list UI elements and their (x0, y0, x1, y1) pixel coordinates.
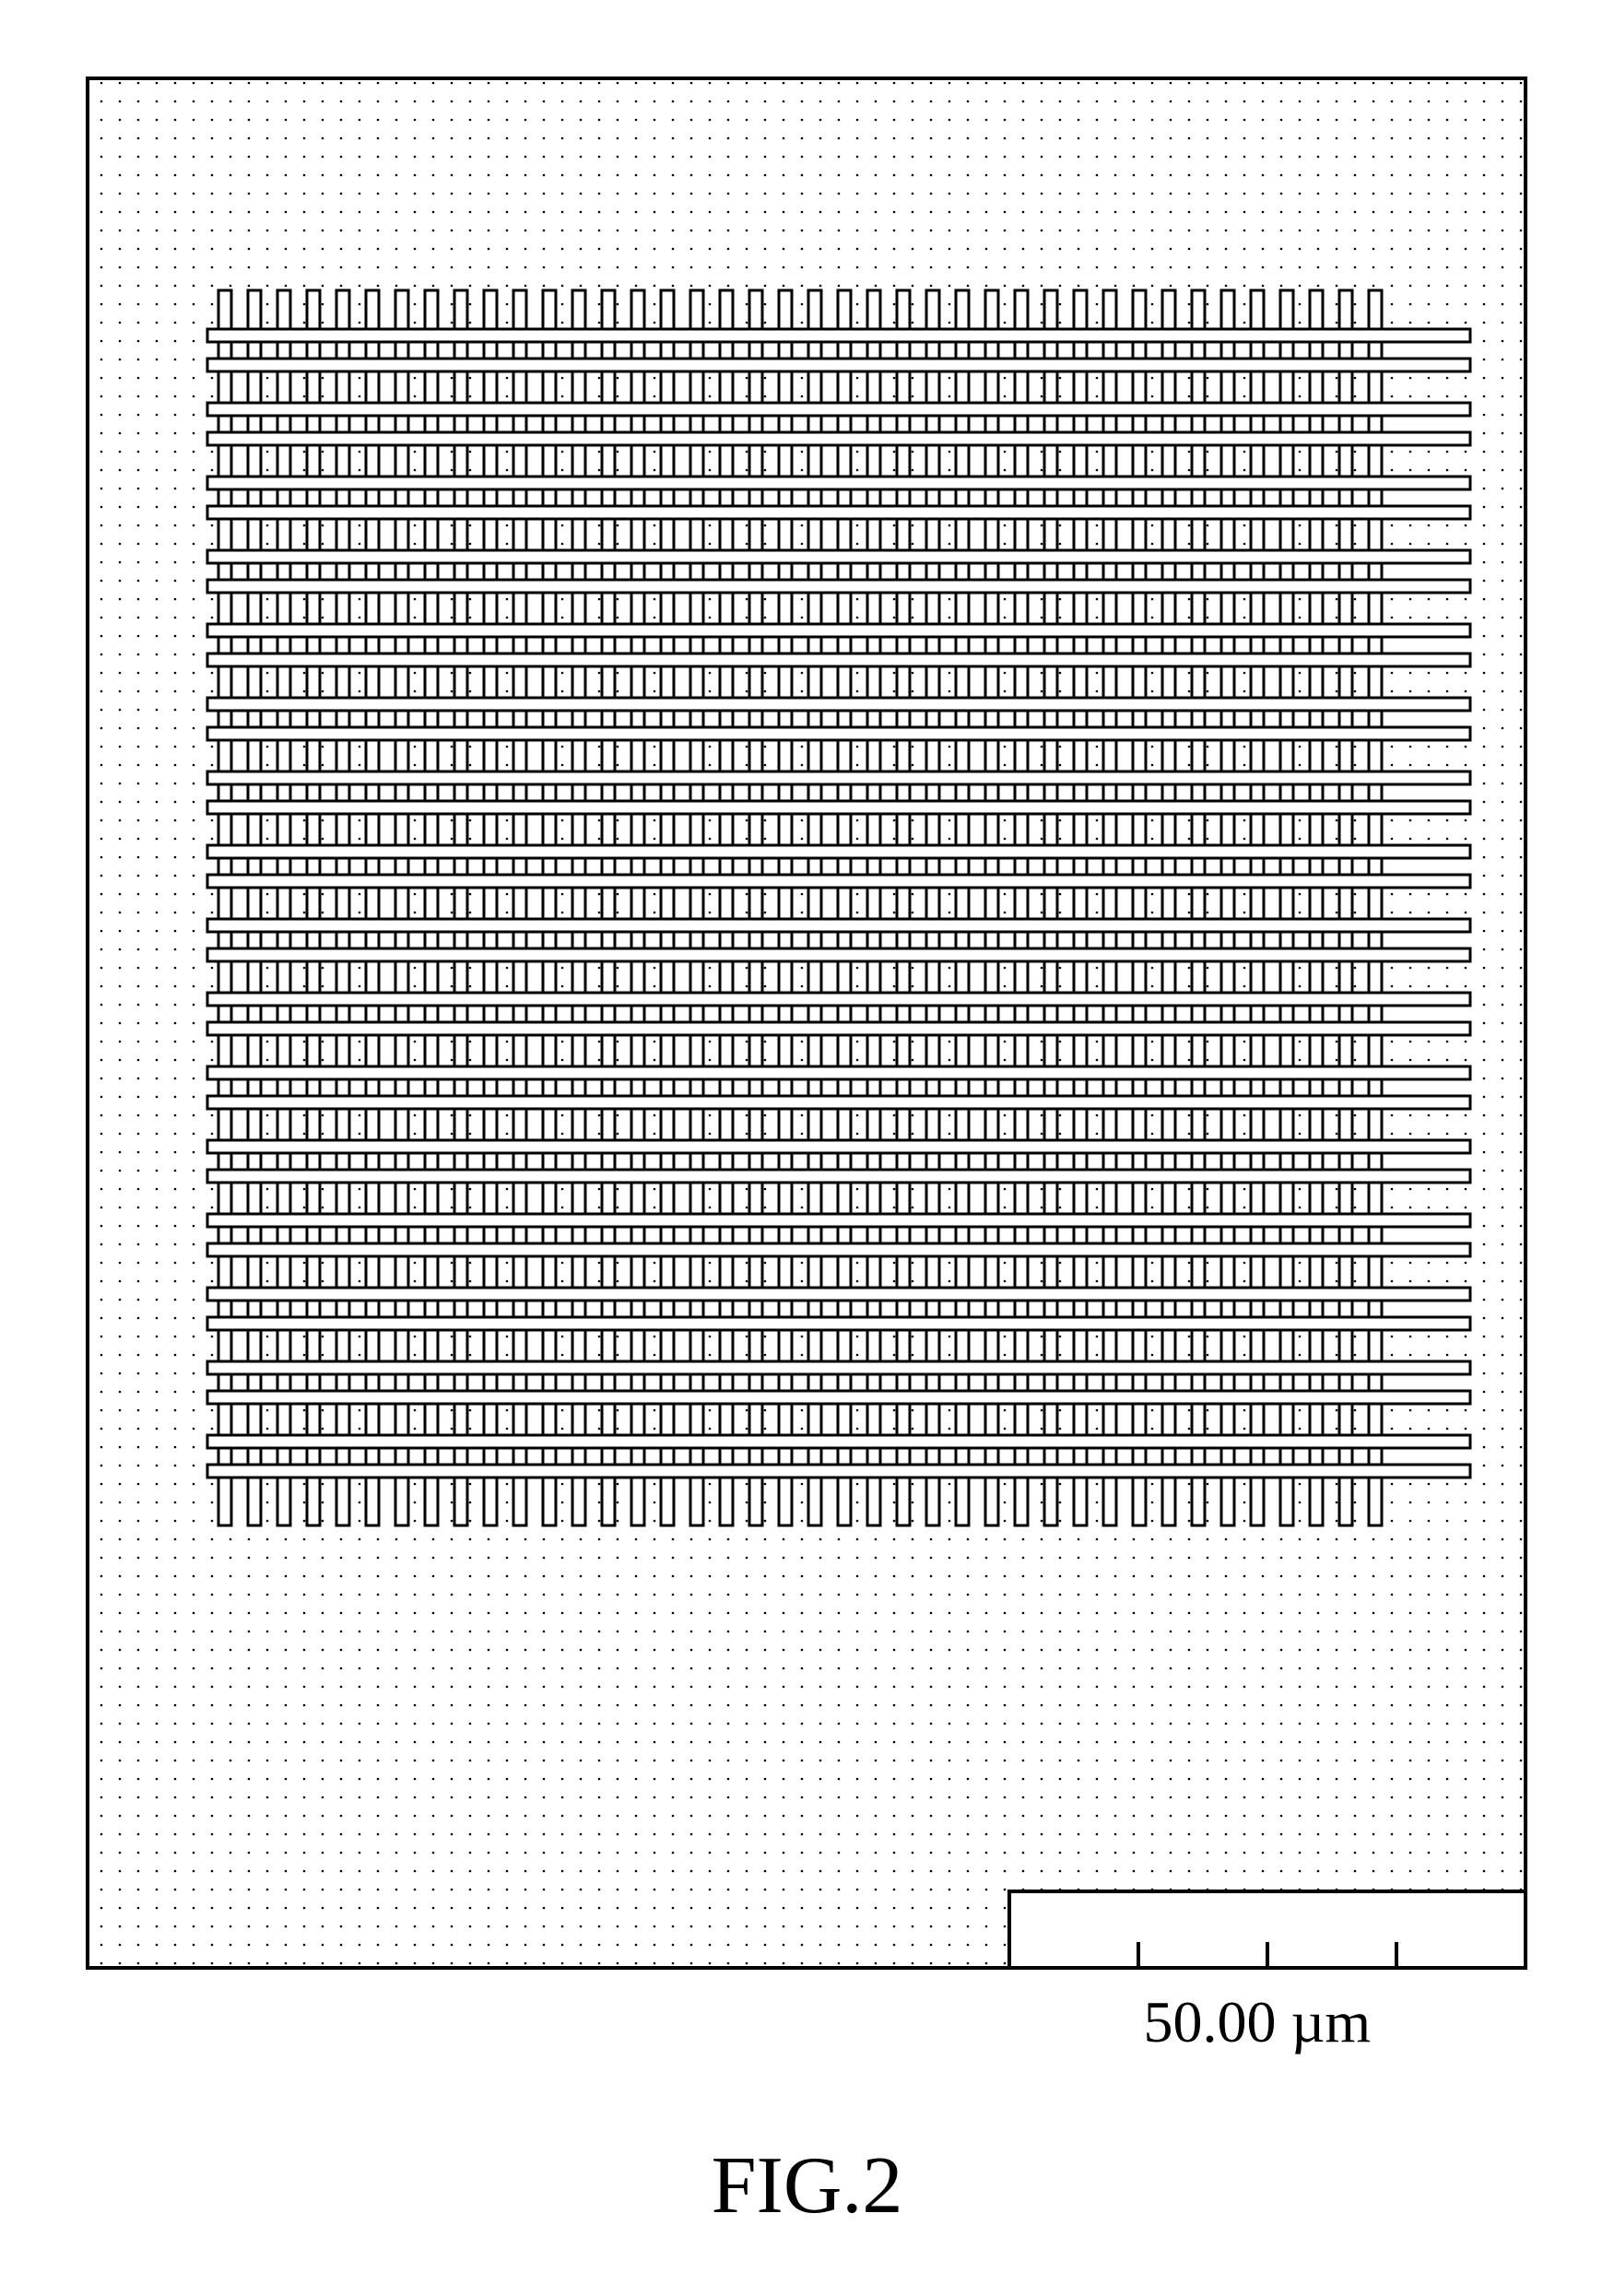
grid-bar (207, 845, 1470, 858)
grid-bar (207, 1022, 1470, 1035)
grid-bar (207, 1391, 1470, 1404)
grid-bar (207, 771, 1470, 784)
grid-bar (207, 1465, 1470, 1478)
grid-bar (207, 1096, 1470, 1109)
grid-bar (207, 919, 1470, 932)
page: 50.00 µm FIG.2 (0, 0, 1614, 2296)
grid-bar (207, 1243, 1470, 1256)
grid-bar (207, 1288, 1470, 1301)
grid-bar (207, 477, 1470, 489)
grid-bar (207, 1066, 1470, 1079)
grid-bar (207, 1361, 1470, 1374)
grid-bar (207, 506, 1470, 519)
grid-bar (207, 1214, 1470, 1227)
figure-caption: FIG.2 (712, 2141, 903, 2231)
grid-bar (207, 1170, 1470, 1183)
grid-bar (207, 698, 1470, 711)
grid-bar (207, 801, 1470, 814)
grid-bar (207, 993, 1470, 1006)
grid-bar (207, 359, 1470, 371)
grid-bar (207, 403, 1470, 416)
grid-bar (207, 727, 1470, 740)
grid-bar (207, 875, 1470, 888)
grid-bar (207, 580, 1470, 593)
grid-bar (207, 1435, 1470, 1448)
grid-bar (207, 1140, 1470, 1153)
grid-bar (207, 432, 1470, 445)
figure-svg: 50.00 µm FIG.2 (0, 0, 1614, 2296)
grid-bar (207, 550, 1470, 563)
grid-bar (207, 653, 1470, 666)
mesh-grid (207, 290, 1470, 1525)
grid-bar (207, 948, 1470, 961)
grid-bar (207, 1317, 1470, 1330)
grid-bar (207, 624, 1470, 637)
grid-bar (207, 329, 1470, 342)
scale-label: 50.00 µm (1143, 1989, 1371, 2055)
